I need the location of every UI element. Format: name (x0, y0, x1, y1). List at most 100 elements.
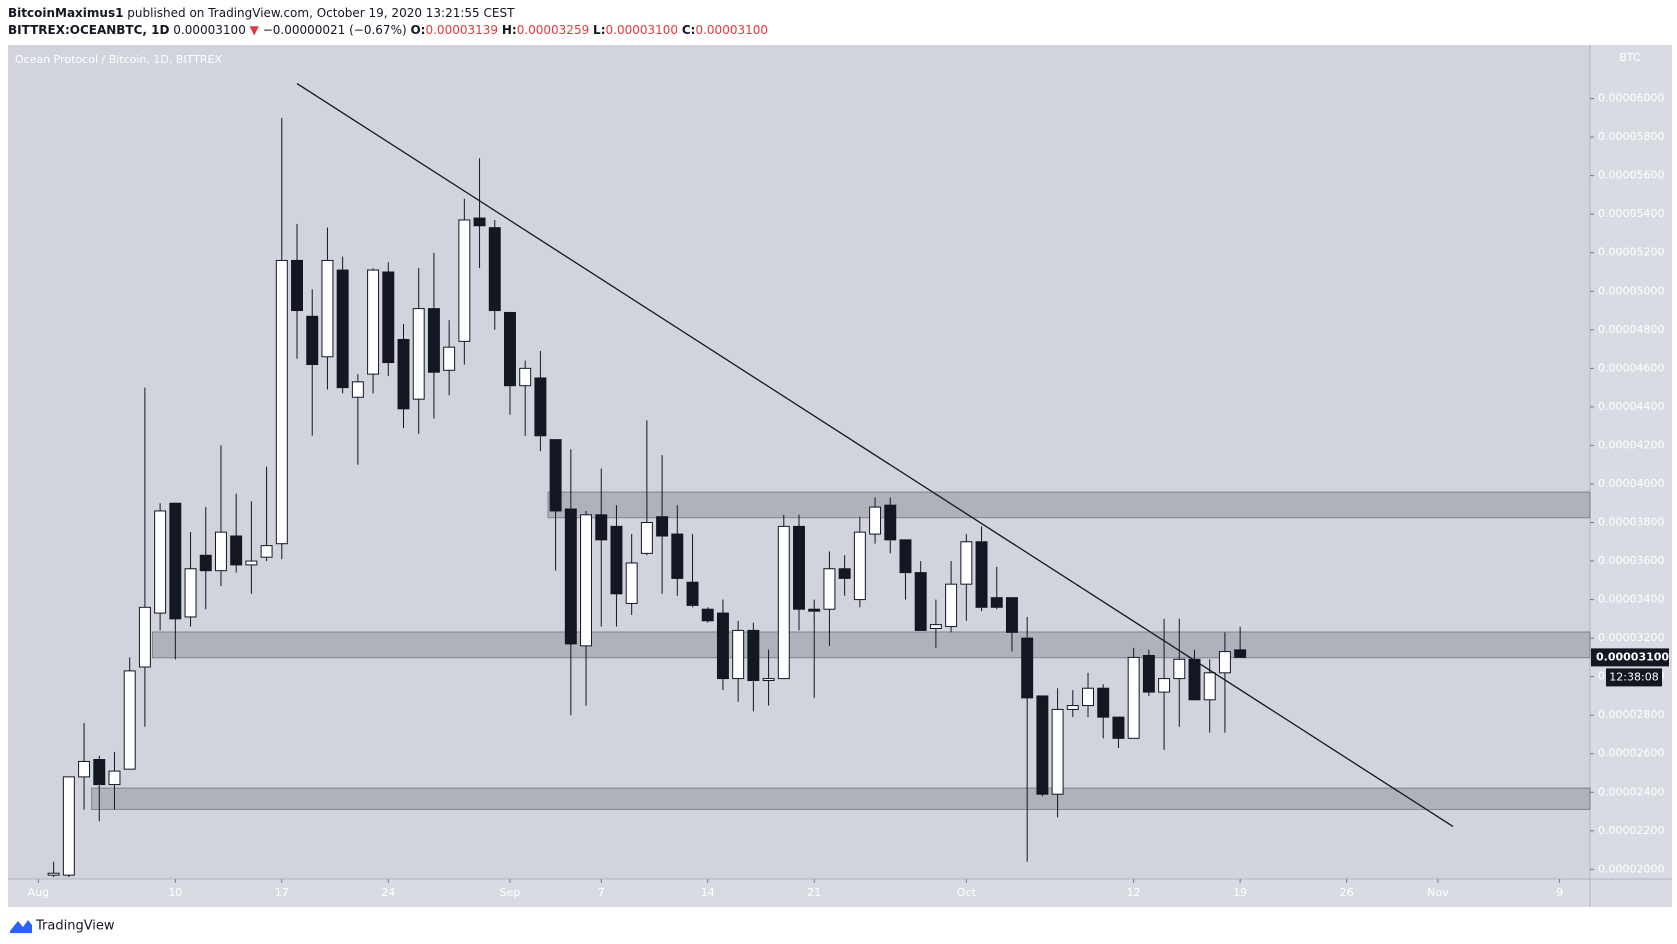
y-tick-label: 0.00002200 (1598, 824, 1664, 837)
x-tick-label: 19 (1233, 886, 1247, 899)
y-tick-label: 0.00005600 (1598, 169, 1664, 182)
arrow: ▼ (249, 23, 259, 37)
zone (547, 491, 1591, 519)
author[interactable]: BitcoinMaximus1 (8, 6, 124, 20)
price-tag-label: 0.00003100 (1596, 650, 1669, 663)
candle-body (1005, 597, 1018, 633)
y-tick-label: 0.00002600 (1598, 747, 1664, 760)
y-tick-label: 0.00006000 (1598, 92, 1664, 105)
x-tick-label: 17 (275, 886, 289, 899)
candle-body (1082, 687, 1094, 707)
candle-body (412, 308, 425, 400)
trendline (296, 82, 1454, 828)
candle-body (1173, 658, 1186, 680)
zone (91, 787, 1591, 810)
x-tick-label: 12 (1127, 886, 1141, 899)
candle-body (443, 346, 456, 371)
y-tick-label: 0.00002000 (1598, 862, 1664, 875)
header-line-2: BITTREX:OCEANBTC, 1D 0.00003100 ▼ −0.000… (8, 23, 768, 37)
ohlc-label: C: (681, 23, 696, 37)
candle-body (488, 227, 501, 312)
candle-body (138, 606, 151, 668)
candle-body (1218, 651, 1231, 674)
candle-body (154, 510, 167, 614)
x-tick-label: 24 (381, 886, 395, 899)
ohlc-value: 0.00003100 (605, 23, 679, 37)
candle-body (169, 502, 182, 620)
candle-body (595, 514, 608, 541)
candle-body (656, 516, 669, 537)
candle-body (808, 608, 821, 612)
x-tick-label: 7 (598, 886, 605, 899)
candle-body (367, 269, 380, 375)
footer-brand[interactable]: TradingView (35, 919, 115, 934)
symbol: BITTREX:OCEANBTC, 1D (8, 23, 170, 37)
candle-body (838, 568, 851, 579)
axis-unit: BTC (1619, 51, 1641, 64)
candle-body (777, 525, 790, 680)
candle-body (853, 531, 866, 601)
candle-body (580, 514, 593, 647)
candle-body (336, 269, 349, 389)
candle-body (610, 525, 623, 595)
ohlc-value: 0.00003139 (425, 23, 499, 37)
candle-body (549, 439, 562, 512)
candle-body (275, 259, 288, 545)
candle-body (747, 629, 760, 682)
ohlc-value: 0.00003259 (516, 23, 590, 37)
candle-body (914, 572, 927, 631)
candle-body (47, 872, 60, 876)
y-tick-label: 0.00002400 (1598, 785, 1664, 798)
ohlc-value: 0.00003100 (695, 23, 768, 37)
candle-body (108, 770, 121, 786)
x-tick-label: Aug (28, 886, 49, 899)
candle-body (960, 541, 973, 585)
candle-body (793, 525, 805, 610)
candle-body (62, 776, 75, 876)
countdown: 12:38:08 (1609, 670, 1658, 683)
candle-body (397, 338, 410, 410)
candle-body (671, 533, 684, 579)
candle-body (245, 560, 258, 566)
y-tick-label: 0.00004200 (1598, 438, 1664, 451)
candle-body (321, 259, 334, 358)
y-tick-label: 0.00005400 (1598, 207, 1664, 220)
x-tick-label: 26 (1340, 886, 1354, 899)
y-tick-label: 0.00005200 (1598, 246, 1664, 259)
candle-body (869, 506, 882, 535)
candle-body (458, 219, 471, 342)
candle-body (564, 508, 577, 645)
candle-body (427, 308, 440, 373)
candle-body (686, 581, 699, 606)
candle-body (899, 539, 912, 574)
candle-body (519, 367, 532, 387)
candle-body (184, 568, 197, 618)
y-tick-label: 0.00003200 (1598, 631, 1664, 644)
candle-body (1097, 687, 1110, 718)
candle-body (199, 554, 212, 572)
tv-logo[interactable] (10, 920, 32, 933)
candle-body (214, 531, 227, 572)
candle-body (1066, 705, 1079, 710)
candle-body (990, 597, 1003, 608)
candle-body (1051, 708, 1064, 795)
time-axis-background (8, 879, 1672, 907)
candle-body (93, 759, 106, 786)
price-axis-background (1590, 45, 1672, 879)
published: published on TradingView.com, October 19… (127, 6, 515, 20)
candle-body (306, 315, 319, 365)
plot-background (8, 45, 1590, 879)
y-tick-label: 0.00004000 (1598, 477, 1664, 490)
x-tick-label: 14 (701, 886, 715, 899)
x-tick-label: Sep (500, 886, 521, 899)
candle-body (1188, 658, 1201, 701)
x-tick-label: Oct (957, 886, 977, 899)
candle-body (1112, 716, 1125, 739)
zone (152, 631, 1591, 659)
candle-body (1021, 637, 1034, 699)
candle-body (1158, 678, 1171, 693)
candle-body (534, 377, 547, 437)
logo-icon (10, 920, 32, 933)
